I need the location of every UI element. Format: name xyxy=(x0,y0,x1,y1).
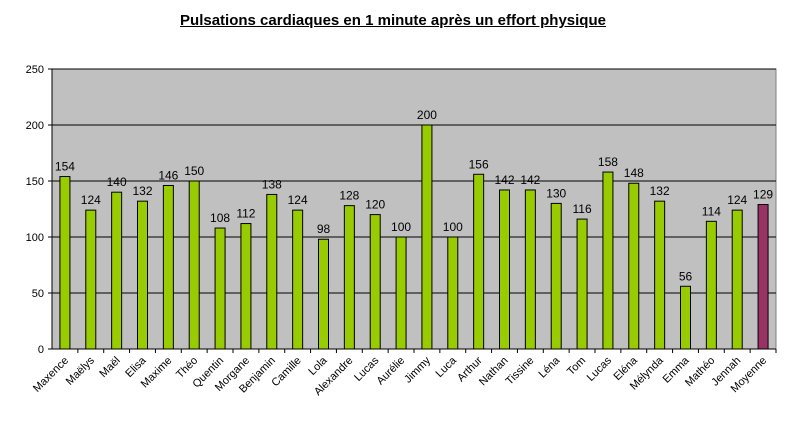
x-tick-label: Tissine xyxy=(504,355,537,388)
bar xyxy=(240,223,252,350)
y-tick-label: 50 xyxy=(32,288,44,300)
data-label: 138 xyxy=(262,177,282,191)
bar xyxy=(576,218,588,350)
data-label: 124 xyxy=(727,193,747,207)
data-label: 146 xyxy=(158,168,178,182)
x-tick-label: Nathan xyxy=(477,355,511,389)
plot-area xyxy=(51,68,777,350)
bar xyxy=(731,209,743,350)
bars xyxy=(59,124,769,350)
bar xyxy=(550,202,562,350)
bar xyxy=(266,193,278,350)
bar xyxy=(85,209,97,350)
y-tick-label: 100 xyxy=(26,232,44,244)
data-label: 116 xyxy=(573,202,592,216)
x-tick-label: Aurélie xyxy=(374,355,407,388)
data-label: 154 xyxy=(55,160,75,174)
data-label: 100 xyxy=(443,220,463,234)
data-label: 98 xyxy=(317,222,331,236)
y-tick-label: 150 xyxy=(26,176,44,188)
data-label: 128 xyxy=(339,189,359,203)
data-label: 158 xyxy=(598,155,618,169)
data-label: 142 xyxy=(494,173,514,187)
chart-title: Pulsations cardiaques en 1 minute après … xyxy=(180,12,606,29)
y-tick-label: 200 xyxy=(26,120,44,132)
bar xyxy=(59,176,71,350)
x-tick-label: Maëlys xyxy=(64,354,97,387)
data-label: 124 xyxy=(81,193,101,207)
bar xyxy=(395,236,407,350)
x-tick-label: Maël xyxy=(97,355,122,380)
data-label: 120 xyxy=(365,198,385,212)
x-tick-label: Maxence xyxy=(31,355,71,395)
x-tick-label: Lucas xyxy=(585,354,615,384)
y-tick-label: 0 xyxy=(38,344,44,356)
x-tick-label: Jimmy xyxy=(402,354,433,385)
bar xyxy=(162,184,174,350)
data-label: 130 xyxy=(546,186,566,200)
bar xyxy=(473,173,485,350)
bar xyxy=(111,191,123,350)
bar xyxy=(654,200,666,350)
data-label: 200 xyxy=(417,108,437,122)
data-label: 132 xyxy=(650,184,670,198)
data-label: 148 xyxy=(624,166,644,180)
bar xyxy=(447,236,459,350)
data-label: 140 xyxy=(107,175,127,189)
data-label: 114 xyxy=(702,204,721,218)
data-label: 129 xyxy=(753,188,773,202)
x-tick-label: Léna xyxy=(537,354,563,380)
bar xyxy=(499,189,510,350)
data-label: 100 xyxy=(391,220,411,234)
data-labels: 154 124 140 132 146 150 108 112 138 124 98 128 120 10… xyxy=(55,108,773,283)
data-label: 132 xyxy=(132,184,152,198)
data-label: 56 xyxy=(679,269,693,283)
bar xyxy=(705,220,717,350)
bar xyxy=(214,227,226,350)
y-axis: 0 50 100 150 200 250 xyxy=(26,64,53,356)
bar xyxy=(602,171,614,350)
data-label: 150 xyxy=(184,164,204,178)
bar xyxy=(292,209,304,350)
bar xyxy=(318,238,329,350)
y-tick-label: 250 xyxy=(26,64,44,76)
data-label: 112 xyxy=(236,207,255,221)
data-label: 156 xyxy=(469,157,489,171)
data-label: 142 xyxy=(520,173,540,187)
bar xyxy=(343,205,355,350)
bar xyxy=(524,189,536,350)
bar xyxy=(680,285,691,350)
bar xyxy=(421,124,433,350)
bar xyxy=(369,214,381,350)
average-bar xyxy=(757,204,769,350)
bar xyxy=(188,180,200,350)
data-label: 108 xyxy=(210,211,230,225)
bar xyxy=(628,182,640,350)
data-label: 124 xyxy=(288,193,308,207)
bar xyxy=(137,200,148,350)
